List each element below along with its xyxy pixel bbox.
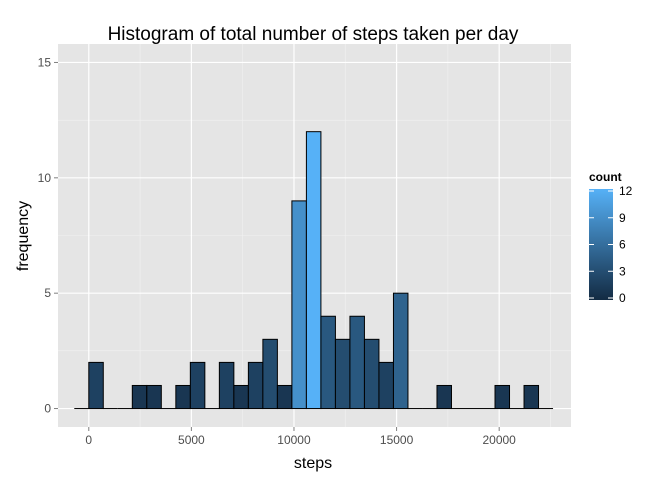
x-axis-title: steps — [294, 455, 332, 472]
histogram-bar — [218, 361, 235, 410]
histogram-bar — [378, 361, 394, 410]
legend-tick-label: 3 — [619, 264, 626, 278]
x-tick-label: 5000 — [178, 433, 205, 447]
histogram-bar — [392, 292, 409, 410]
x-tick-label: 0 — [85, 433, 92, 447]
histogram-bar — [131, 384, 148, 410]
histogram-bar — [247, 361, 264, 410]
histogram-bar — [88, 361, 104, 410]
histogram-bar — [363, 338, 380, 410]
histogram-bar — [276, 384, 293, 410]
histogram-bar — [436, 384, 452, 410]
y-axis-title: frequency — [15, 201, 32, 271]
histogram-bar — [233, 384, 249, 410]
histogram-bar — [262, 338, 278, 410]
histogram-bar — [189, 361, 206, 410]
legend-tick-label: 12 — [619, 184, 633, 198]
histogram-bar — [334, 338, 351, 410]
x-tick-label: 10000 — [277, 433, 311, 447]
histogram-bar — [305, 131, 322, 410]
legend-tick-label: 0 — [619, 291, 626, 305]
histogram-bar — [146, 384, 162, 410]
y-tick-label: 0 — [44, 402, 51, 416]
histogram-bar — [349, 315, 365, 410]
color-legend: count 0 3 6 9 12 — [589, 170, 633, 305]
legend-title: count — [589, 170, 622, 184]
y-tick-label: 15 — [38, 55, 52, 69]
histogram-bars — [74, 131, 554, 410]
x-axis-ticks: 0 5000 10000 15000 20000 — [85, 427, 516, 447]
y-axis-ticks: 0 5 10 15 — [38, 55, 58, 416]
y-tick-label: 5 — [44, 286, 51, 300]
x-tick-label: 15000 — [380, 433, 414, 447]
x-tick-label: 20000 — [482, 433, 516, 447]
legend-ticks: 0 3 6 9 12 — [589, 184, 633, 305]
histogram-bar — [494, 384, 511, 410]
legend-tick-label: 6 — [619, 238, 626, 252]
histogram-bar — [320, 315, 336, 410]
histogram-bar — [291, 200, 307, 410]
y-tick-label: 10 — [38, 171, 52, 185]
histogram-bar — [523, 384, 540, 410]
histogram-bar — [175, 384, 191, 410]
legend-tick-label: 9 — [619, 211, 626, 225]
chart-title: Histogram of total number of steps taken… — [108, 24, 519, 45]
